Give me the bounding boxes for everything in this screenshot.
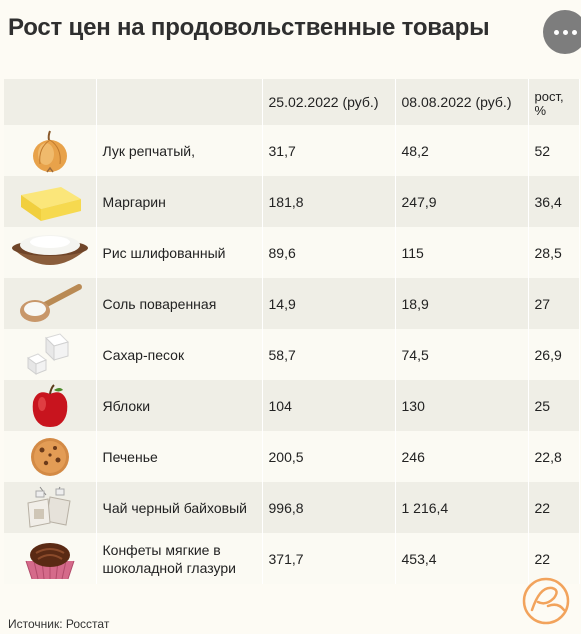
row-icon-cell	[4, 533, 97, 584]
row-icon-cell	[4, 125, 97, 176]
onion-icon	[32, 130, 67, 172]
row-icon-cell	[4, 227, 97, 278]
source-note: Источник: Росстат	[8, 617, 110, 631]
header-date1: 25.02.2022 (руб.)	[262, 79, 396, 125]
growth-value: 22	[528, 533, 580, 584]
growth-value: 52	[528, 125, 580, 176]
more-options-button[interactable]	[543, 10, 581, 54]
price-date2: 18,9	[395, 278, 529, 329]
table-row: Чай черный байховый 996,8 1 216,4 22	[4, 482, 580, 533]
margarine-icon	[20, 186, 81, 221]
row-icon-cell	[4, 380, 97, 431]
cookie-icon	[30, 437, 69, 476]
more-dots-icon	[553, 29, 559, 35]
growth-value: 26,9	[528, 329, 580, 380]
sugar-cubes-icon	[26, 332, 69, 375]
price-date1: 371,7	[262, 533, 396, 584]
header-growth: рост, %	[528, 79, 580, 125]
apple-icon	[32, 383, 68, 427]
price-date1: 58,7	[262, 329, 396, 380]
price-date2: 48,2	[395, 125, 529, 176]
row-icon-cell	[4, 278, 97, 329]
table-row: Сахар-песок 58,7 74,5 26,9	[4, 329, 580, 380]
header-product-column	[96, 79, 263, 125]
price-date1: 200,5	[262, 431, 396, 482]
product-name: Чай черный байховый	[96, 482, 263, 533]
header-icon-column	[4, 79, 97, 125]
row-icon-cell	[4, 176, 97, 227]
product-name: Лук репчатый,	[96, 125, 263, 176]
growth-value: 25	[528, 380, 580, 431]
price-date1: 181,8	[262, 176, 396, 227]
growth-value: 28,5	[528, 227, 580, 278]
growth-value: 36,4	[528, 176, 580, 227]
price-date1: 104	[262, 380, 396, 431]
table-header-row: 25.02.2022 (руб.) 08.08.2022 (руб.) рост…	[4, 79, 580, 125]
growth-value: 22	[528, 482, 580, 533]
price-date1: 89,6	[262, 227, 396, 278]
price-date2: 74,5	[395, 329, 529, 380]
more-dot	[571, 29, 577, 35]
table-row: Яблоки 104 130 25	[4, 380, 580, 431]
more-dot	[562, 29, 568, 35]
tea-bag-icon	[27, 486, 71, 528]
price-date1: 14,9	[262, 278, 396, 329]
header-date2: 08.08.2022 (руб.)	[395, 79, 529, 125]
price-date2: 247,9	[395, 176, 529, 227]
table-row: Маргарин 181,8 247,9 36,4	[4, 176, 580, 227]
product-name: Маргарин	[96, 176, 263, 227]
row-icon-cell	[4, 329, 97, 380]
product-name: Яблоки	[96, 380, 263, 431]
price-date1: 996,8	[262, 482, 396, 533]
price-date2: 453,4	[395, 533, 529, 584]
price-table: 25.02.2022 (руб.) 08.08.2022 (руб.) рост…	[4, 79, 580, 584]
page-title: Рост цен на продовольственные товары	[8, 14, 490, 41]
table-row: Конфеты мягкие в шоколадной глазури 371,…	[4, 533, 580, 584]
growth-value: 22,8	[528, 431, 580, 482]
salt-spoon-icon	[19, 283, 82, 322]
rice-bowl-icon	[11, 234, 88, 265]
table-row: Соль поваренная 14,9 18,9 27	[4, 278, 580, 329]
price-date2: 1 216,4	[395, 482, 529, 533]
row-icon-cell	[4, 431, 97, 482]
table-row: Печенье 200,5 246 22,8	[4, 431, 580, 482]
product-name: Рис шлифованный	[96, 227, 263, 278]
table-row: Лук репчатый, 31,7 48,2 52	[4, 125, 580, 176]
price-date2: 130	[395, 380, 529, 431]
candy-icon	[25, 542, 75, 579]
product-name: Печенье	[96, 431, 263, 482]
price-date2: 115	[395, 227, 529, 278]
table-row: Рис шлифованный 89,6 115 28,5	[4, 227, 580, 278]
price-date2: 246	[395, 431, 529, 482]
product-name: Соль поваренная	[96, 278, 263, 329]
price-date1: 31,7	[262, 125, 396, 176]
growth-value: 27	[528, 278, 580, 329]
product-name: Конфеты мягкие в шоколадной глазури	[96, 533, 263, 584]
logo-icon	[522, 577, 570, 625]
product-name: Сахар-песок	[96, 329, 263, 380]
row-icon-cell	[4, 482, 97, 533]
